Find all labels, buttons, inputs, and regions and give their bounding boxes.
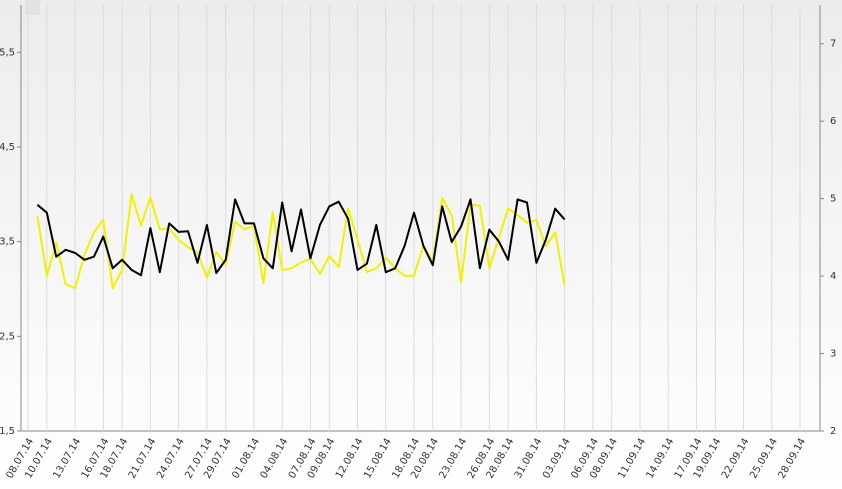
y-tick-label: 2,5 — [0, 331, 15, 342]
y2-tick-label: 2 — [830, 426, 836, 437]
corner-box — [25, 0, 40, 15]
y-tick-label: 3,5 — [0, 237, 15, 248]
y2-tick-label: 3 — [830, 349, 836, 360]
series-line — [36, 198, 566, 277]
series-line — [36, 193, 566, 290]
y2-tick-label: 5 — [830, 194, 836, 205]
y-tick-label: 1,5 — [0, 426, 15, 437]
y2-tick-label: 6 — [830, 116, 836, 127]
y2-tick-label: 4 — [830, 271, 836, 282]
y-tick-label: 5,5 — [0, 47, 15, 58]
y-tick-label: 4,5 — [0, 142, 15, 153]
y2-tick-label: 7 — [830, 39, 836, 50]
